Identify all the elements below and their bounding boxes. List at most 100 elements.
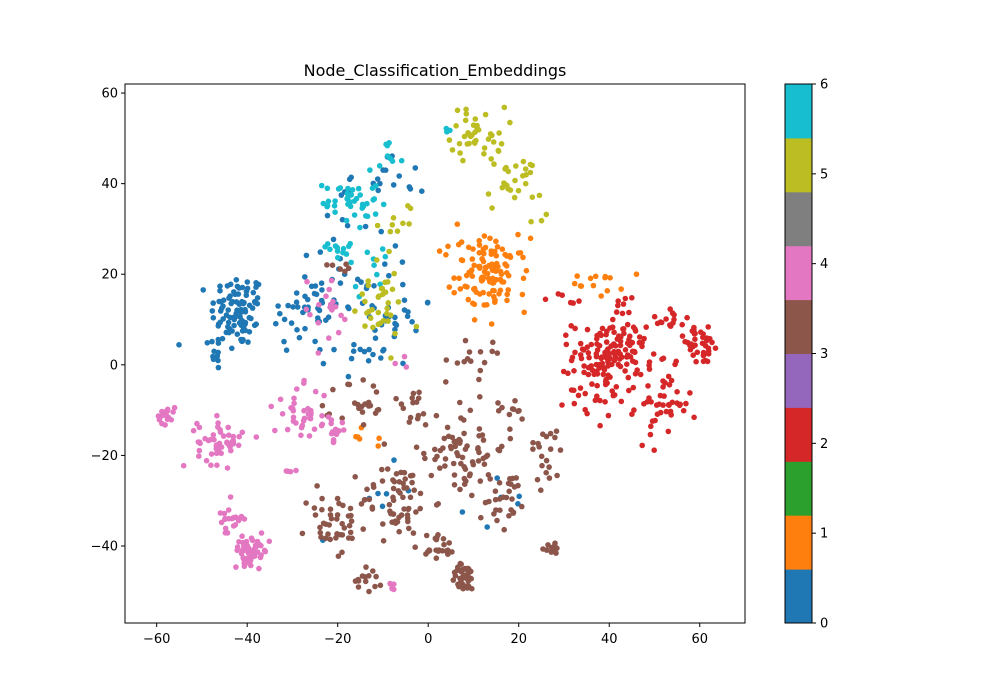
x-tick-label: 40	[601, 632, 618, 647]
point-class-2	[577, 352, 584, 358]
point-class-3	[366, 573, 372, 579]
point-class-5	[382, 289, 389, 296]
point-class-2	[687, 346, 694, 353]
point-class-2	[594, 347, 601, 353]
point-class-3	[461, 358, 468, 365]
point-class-0	[239, 338, 245, 345]
point-class-5	[394, 228, 401, 234]
point-class-5	[446, 137, 453, 143]
point-class-0	[281, 316, 288, 323]
point-class-2	[641, 401, 647, 407]
point-class-0	[350, 348, 357, 355]
point-class-0	[250, 289, 257, 296]
point-class-3	[477, 367, 484, 374]
point-class-1	[446, 284, 453, 290]
point-class-2	[611, 329, 617, 336]
point-class-1	[505, 287, 512, 293]
point-class-6	[382, 253, 389, 260]
point-class-0	[241, 299, 247, 306]
point-class-5	[390, 215, 397, 221]
point-class-5	[482, 111, 489, 118]
point-class-5	[413, 323, 420, 330]
point-class-3	[409, 479, 415, 486]
point-class-2	[691, 324, 697, 331]
point-class-2	[575, 392, 582, 399]
point-class-2	[627, 342, 633, 349]
point-class-2	[650, 351, 657, 357]
point-class-3	[397, 490, 403, 496]
point-class-3	[348, 512, 354, 519]
point-class-0	[391, 457, 397, 463]
point-class-4	[316, 301, 322, 308]
colorbar-segment	[785, 407, 812, 462]
point-class-5	[462, 117, 469, 124]
point-class-4	[328, 277, 335, 284]
point-class-4	[283, 468, 290, 474]
point-class-3	[462, 574, 469, 580]
point-class-6	[384, 153, 391, 159]
point-class-4	[315, 320, 322, 326]
point-class-2	[604, 346, 611, 353]
point-class-0	[290, 304, 296, 310]
point-class-6	[343, 217, 350, 224]
point-class-1	[492, 297, 498, 303]
point-class-3	[336, 500, 342, 507]
point-class-2	[668, 377, 675, 384]
point-class-5	[400, 220, 406, 227]
x-tick-label: 0	[424, 632, 432, 647]
point-class-4	[298, 432, 304, 439]
point-class-2	[571, 387, 577, 394]
point-class-2	[568, 357, 575, 364]
point-class-3	[454, 567, 461, 574]
point-class-3	[369, 506, 376, 512]
point-class-3	[339, 415, 346, 422]
point-class-0	[324, 212, 331, 219]
point-class-5	[485, 136, 492, 142]
point-class-6	[357, 224, 363, 231]
point-class-4	[218, 444, 225, 450]
point-class-3	[322, 535, 329, 542]
point-class-2	[645, 383, 651, 389]
point-class-3	[362, 578, 369, 585]
point-class-3	[403, 485, 410, 491]
point-class-3	[483, 453, 489, 460]
point-class-4	[334, 427, 340, 434]
point-class-4	[332, 304, 339, 310]
point-class-4	[239, 429, 246, 436]
point-class-4	[241, 560, 247, 566]
point-class-4	[326, 335, 332, 341]
point-class-3	[432, 456, 438, 463]
point-class-3	[406, 419, 413, 425]
point-class-4	[307, 415, 313, 422]
point-class-2	[704, 358, 711, 365]
point-class-2	[630, 384, 637, 391]
point-class-6	[331, 203, 338, 209]
point-class-3	[466, 472, 473, 479]
point-class-1	[602, 274, 608, 281]
point-class-6	[349, 187, 356, 193]
point-class-0	[424, 300, 431, 306]
point-class-3	[469, 492, 475, 499]
point-class-0	[304, 296, 311, 303]
point-class-0	[210, 315, 217, 321]
point-class-2	[617, 342, 624, 349]
point-class-2	[641, 335, 647, 342]
point-class-2	[598, 355, 605, 362]
point-class-2	[618, 398, 625, 405]
point-class-1	[607, 275, 613, 281]
point-class-3	[501, 526, 508, 533]
point-class-6	[367, 167, 373, 173]
point-class-1	[451, 275, 457, 281]
point-class-0	[236, 285, 242, 291]
point-class-3	[364, 486, 370, 493]
point-class-3	[367, 402, 374, 409]
point-class-5	[365, 282, 372, 289]
point-class-1	[507, 254, 514, 261]
point-class-5	[487, 131, 494, 137]
point-class-6	[380, 201, 387, 208]
point-class-4	[239, 533, 245, 539]
point-class-3	[400, 480, 407, 487]
point-class-2	[611, 348, 617, 355]
point-class-0	[337, 280, 344, 286]
point-class-2	[563, 332, 569, 339]
